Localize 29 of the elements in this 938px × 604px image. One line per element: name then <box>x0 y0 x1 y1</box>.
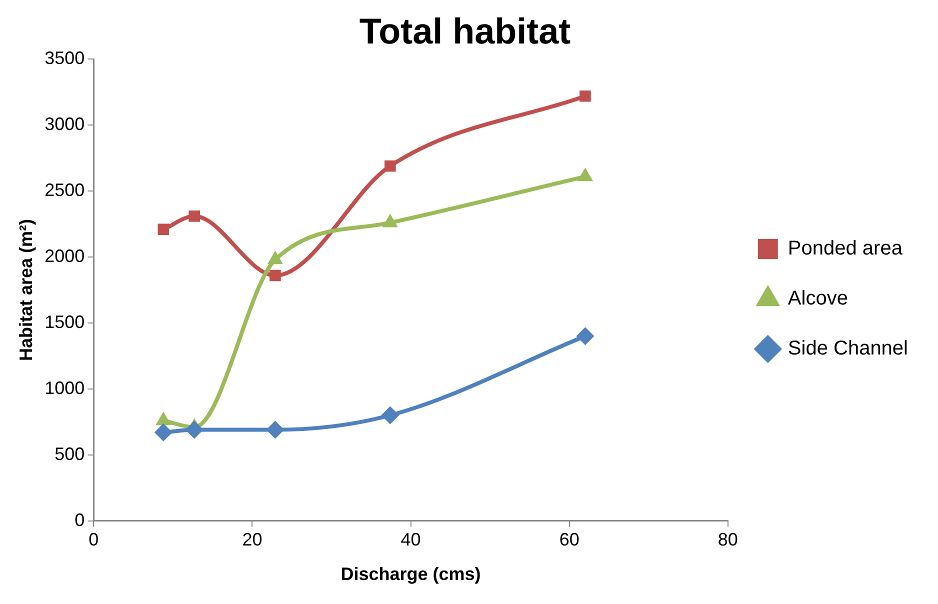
legend-label: Ponded area <box>788 238 904 260</box>
point <box>266 420 284 439</box>
point <box>185 420 204 439</box>
x-tick-label: 20 <box>242 530 262 550</box>
point <box>270 270 281 282</box>
legend-label: Alcove <box>788 288 848 310</box>
x-tick-label: 80 <box>718 530 738 550</box>
point <box>576 327 594 346</box>
y-tick-label: 0 <box>74 510 85 530</box>
x-tick-label: 60 <box>559 530 580 550</box>
point <box>188 210 200 222</box>
point <box>158 224 170 235</box>
y-tick-label: 500 <box>54 444 85 464</box>
point <box>154 423 172 442</box>
y-tick-label: 2000 <box>44 246 85 266</box>
y-tick-label: 3500 <box>44 48 85 68</box>
point <box>384 160 396 172</box>
y-tick-label: 2500 <box>44 180 85 200</box>
point <box>381 406 400 424</box>
x-tick-label: 40 <box>400 530 421 550</box>
x-axis-title: Discharge (cms) <box>340 564 481 584</box>
point <box>580 90 591 102</box>
legend-label: Side Channel <box>788 338 908 360</box>
y-tick-label: 1000 <box>44 378 85 398</box>
y-tick-label: 3000 <box>44 114 85 134</box>
x-tick-label: 0 <box>88 530 99 550</box>
chart-title: Total habitat <box>359 10 571 52</box>
y-tick-label: 1500 <box>44 312 85 332</box>
y-axis-title: Habitat area (m²) <box>16 218 36 362</box>
